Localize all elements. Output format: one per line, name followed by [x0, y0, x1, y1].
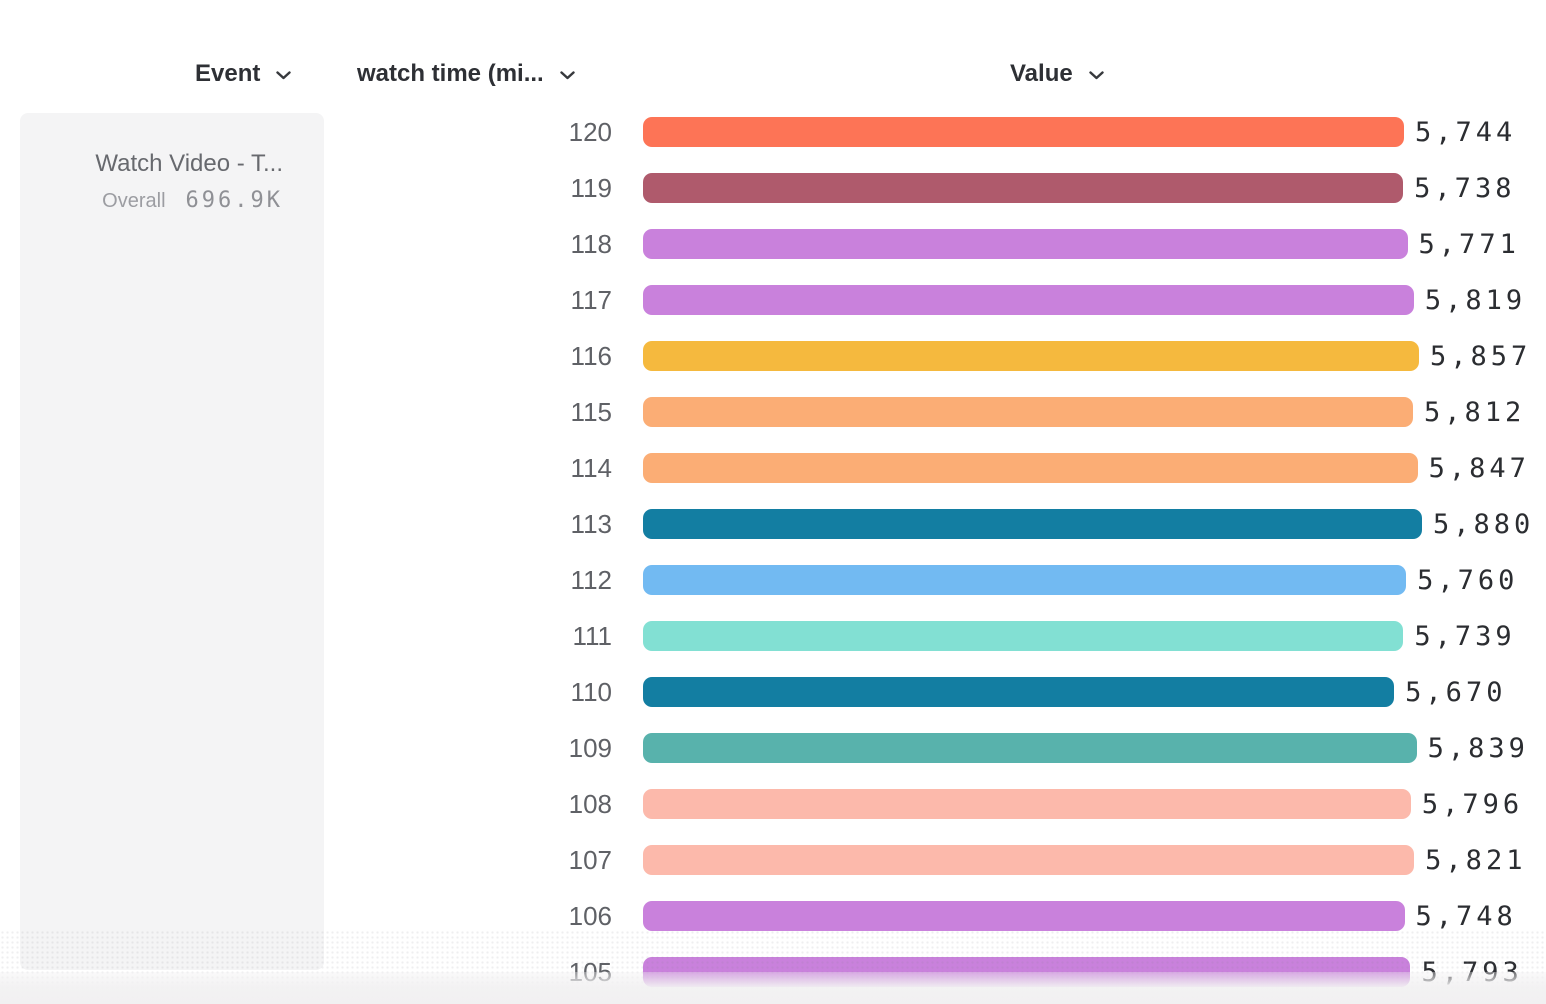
- chevron-down-icon: [560, 71, 575, 80]
- column-header-value-label: Value: [1010, 60, 1073, 87]
- bar-track: 5,839: [643, 733, 1525, 764]
- table-row: 114 5,847: [520, 452, 1526, 484]
- bar[interactable]: [643, 733, 1417, 763]
- bar[interactable]: [643, 565, 1407, 595]
- bar[interactable]: [643, 341, 1419, 371]
- row-label: 115: [570, 396, 612, 427]
- row-label: 116: [570, 340, 612, 371]
- bar-value: 5,857: [1429, 340, 1532, 372]
- row-label: 109: [568, 732, 612, 763]
- row-label: 119: [570, 172, 612, 203]
- table-row: 107 5,821: [520, 844, 1523, 876]
- bar[interactable]: [643, 173, 1404, 203]
- bar[interactable]: [643, 621, 1404, 651]
- row-label: 114: [570, 452, 612, 483]
- bar-value: 5,748: [1415, 900, 1517, 932]
- bar-value: 5,739: [1414, 620, 1516, 652]
- row-label: 105: [568, 956, 612, 987]
- table-row: 115 5,812: [520, 396, 1522, 428]
- bar-value: 5,839: [1427, 732, 1529, 764]
- event-title: Watch Video - T...: [95, 150, 283, 177]
- table-row: 118 5,771: [520, 228, 1516, 260]
- table-row: 113 5,880: [520, 508, 1531, 540]
- chevron-down-icon: [276, 71, 292, 80]
- table-row: 110 5,670: [520, 676, 1503, 708]
- bar-value: 5,847: [1428, 452, 1530, 484]
- column-header-event-label: Event: [195, 60, 261, 87]
- chart-rows: 120 5,744 119 5,738 118 5,771 117: [520, 116, 1531, 988]
- row-label: 118: [570, 228, 612, 259]
- row-label: 111: [572, 620, 612, 651]
- column-header-event[interactable]: Event: [195, 58, 292, 90]
- bar[interactable]: [643, 229, 1408, 259]
- table-row: 108 5,796: [520, 788, 1520, 820]
- bar-track: 5,880: [643, 509, 1530, 540]
- column-header-value[interactable]: Value: [1010, 58, 1104, 90]
- row-label: 108: [568, 788, 612, 819]
- bar-value: 5,821: [1425, 844, 1527, 876]
- row-label: 110: [570, 676, 612, 707]
- row-label: 112: [570, 564, 612, 595]
- bar[interactable]: [643, 285, 1414, 315]
- bar[interactable]: [643, 789, 1411, 819]
- bar-track: 5,812: [643, 397, 1521, 428]
- bar-value: 5,670: [1405, 676, 1507, 708]
- row-label: 120: [568, 116, 612, 147]
- overall-value: 696.9K: [185, 188, 283, 213]
- bar-track: 5,739: [643, 621, 1512, 652]
- bar-value: 5,760: [1417, 564, 1519, 596]
- bar-value: 5,796: [1421, 788, 1524, 820]
- bar-track: 5,670: [643, 677, 1502, 708]
- bar-track: 5,821: [643, 845, 1522, 876]
- bar-track: 5,760: [643, 565, 1514, 596]
- bar[interactable]: [643, 957, 1411, 987]
- bar-track: 5,796: [643, 789, 1519, 820]
- bar-value: 5,771: [1418, 228, 1520, 260]
- bar-track: 5,793: [643, 957, 1519, 988]
- bar-track: 5,748: [643, 901, 1513, 932]
- bar-value: 5,744: [1414, 116, 1517, 148]
- bar-track: 5,771: [643, 229, 1516, 260]
- row-label: 117: [570, 284, 612, 315]
- bar[interactable]: [643, 117, 1404, 147]
- row-label: 106: [568, 900, 612, 931]
- table-row: 120 5,744: [520, 116, 1513, 148]
- event-overall-line: Overall 696.9K: [20, 188, 283, 213]
- table-row: 105 5,793: [520, 956, 1519, 988]
- bar-value: 5,738: [1414, 172, 1516, 204]
- event-summary-card[interactable]: Watch Video - T... Overall 696.9K: [20, 113, 324, 970]
- table-row: 109 5,839: [520, 732, 1525, 764]
- bar[interactable]: [643, 397, 1413, 427]
- table-row: 119 5,738: [520, 172, 1512, 204]
- bar-track: 5,847: [643, 453, 1526, 484]
- table-row: 117 5,819: [520, 284, 1523, 316]
- table-row: 111 5,739: [520, 620, 1512, 652]
- bar-value: 5,880: [1433, 508, 1535, 540]
- column-header-watch-time[interactable]: watch time (mi...: [357, 58, 575, 90]
- bar-value: 5,793: [1421, 956, 1523, 988]
- row-label: 113: [570, 508, 612, 539]
- bar-track: 5,738: [643, 173, 1511, 204]
- bar[interactable]: [643, 509, 1422, 539]
- chevron-down-icon: [1089, 71, 1104, 80]
- bar-track: 5,857: [643, 341, 1527, 372]
- table-row: 116 5,857: [520, 340, 1528, 372]
- bar-value: 5,819: [1424, 284, 1527, 316]
- bar[interactable]: [643, 453, 1418, 483]
- bar[interactable]: [643, 901, 1405, 931]
- overall-label: Overall: [102, 190, 166, 212]
- bar-track: 5,819: [643, 285, 1522, 316]
- bar[interactable]: [643, 677, 1395, 707]
- table-row: 112 5,760: [520, 564, 1515, 596]
- column-header-watch-time-label: watch time (mi...: [357, 60, 544, 87]
- bar[interactable]: [643, 845, 1415, 875]
- bar-value: 5,812: [1423, 396, 1526, 428]
- table-row: 106 5,748: [520, 900, 1513, 932]
- bar-track: 5,744: [643, 117, 1512, 148]
- row-label: 107: [568, 844, 612, 875]
